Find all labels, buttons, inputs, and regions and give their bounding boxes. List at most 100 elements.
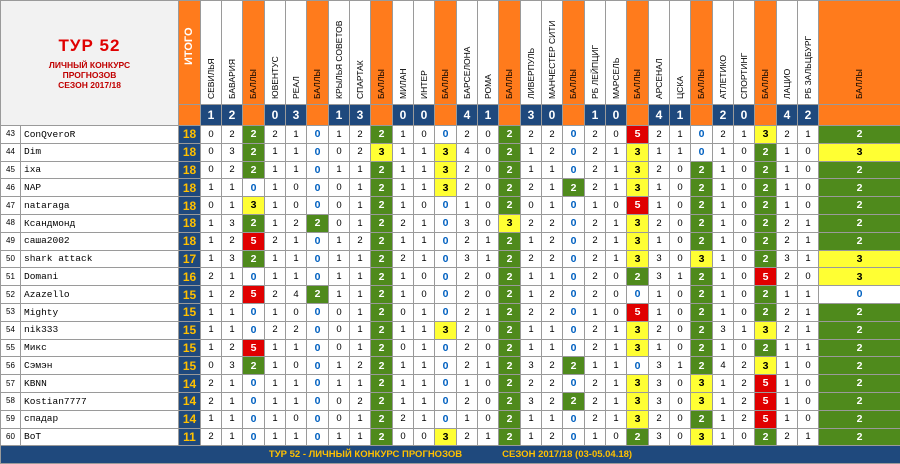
contest-name: ЛИЧНЫЙ КОНКУРС <box>1 60 178 70</box>
match-points: 3 <box>691 250 713 268</box>
predicted-goals: 1 <box>265 428 286 446</box>
predicted-goals: 0 <box>478 268 499 286</box>
predicted-goals: 0 <box>734 179 755 197</box>
predicted-goals: 0 <box>670 286 691 304</box>
predicted-goals: 2 <box>265 286 286 304</box>
predicted-goals: 2 <box>457 161 478 179</box>
points-header: БАЛЛЫ <box>755 1 777 105</box>
total-points: 17 <box>179 250 201 268</box>
predicted-goals: 1 <box>201 410 222 428</box>
team-header-away: РБ ЗАЛЬЦБУРГ <box>798 1 819 105</box>
predicted-goals: 0 <box>393 303 414 321</box>
match-points: 2 <box>691 321 713 339</box>
predicted-goals: 2 <box>734 357 755 375</box>
predicted-goals: 1 <box>350 197 371 215</box>
points-score-cell <box>499 105 521 126</box>
predicted-goals: 2 <box>286 214 307 232</box>
match-score: 2 <box>222 105 243 126</box>
match-points: 0 <box>435 357 457 375</box>
total-points: 18 <box>179 214 201 232</box>
predicted-goals: 1 <box>542 339 563 357</box>
match-points: 0 <box>435 339 457 357</box>
rank-number: 50 <box>1 250 21 268</box>
predicted-goals: 1 <box>606 357 627 375</box>
predicted-goals: 1 <box>606 339 627 357</box>
participant-name: Ксандмонд <box>21 214 179 232</box>
match-points: 0 <box>563 321 585 339</box>
predicted-goals: 1 <box>606 161 627 179</box>
predicted-goals: 2 <box>201 392 222 410</box>
match-points: 0 <box>435 392 457 410</box>
predicted-goals: 1 <box>393 286 414 304</box>
match-points: 5 <box>627 126 649 144</box>
predicted-goals: 2 <box>585 375 606 393</box>
predicted-goals: 1 <box>777 357 798 375</box>
rank-number: 58 <box>1 392 21 410</box>
predicted-goals: 1 <box>286 375 307 393</box>
match-points: 2 <box>755 303 777 321</box>
predicted-goals: 1 <box>329 428 350 446</box>
predicted-goals: 1 <box>606 214 627 232</box>
predicted-goals: 1 <box>414 321 435 339</box>
predicted-goals: 1 <box>457 410 478 428</box>
rank-number: 54 <box>1 321 21 339</box>
predicted-goals: 1 <box>329 286 350 304</box>
predicted-goals: 0 <box>670 428 691 446</box>
season-label: СЕЗОН 2017/18 <box>1 80 178 90</box>
match-points: 5 <box>755 268 777 286</box>
points-score-cell <box>371 105 393 126</box>
predicted-goals: 1 <box>521 143 542 161</box>
predicted-goals: 1 <box>521 410 542 428</box>
predicted-goals: 1 <box>329 268 350 286</box>
points-score-cell <box>691 105 713 126</box>
match-points: 2 <box>755 143 777 161</box>
predicted-goals: 2 <box>457 321 478 339</box>
predicted-goals: 1 <box>478 232 499 250</box>
rank-number: 60 <box>1 428 21 446</box>
predicted-goals: 2 <box>585 179 606 197</box>
match-points: 2 <box>819 321 900 339</box>
match-points: 3 <box>627 250 649 268</box>
predicted-goals: 1 <box>265 339 286 357</box>
predicted-goals: 3 <box>521 357 542 375</box>
match-points: 0 <box>435 126 457 144</box>
predicted-goals: 1 <box>222 179 243 197</box>
match-points: 2 <box>627 268 649 286</box>
match-points: 0 <box>307 303 329 321</box>
points-score-cell <box>307 105 329 126</box>
predicted-goals: 0 <box>798 161 819 179</box>
predicted-goals: 1 <box>265 250 286 268</box>
match-points: 0 <box>563 286 585 304</box>
match-points: 0 <box>307 250 329 268</box>
total-points: 15 <box>179 321 201 339</box>
team-header-home: КРЫЛЬЯ СОВЕТОВ <box>329 1 350 105</box>
match-points: 2 <box>499 197 521 215</box>
rank-number: 59 <box>1 410 21 428</box>
match-points: 2 <box>755 339 777 357</box>
points-header: БАЛЛЫ <box>819 1 900 105</box>
predicted-goals: 2 <box>350 392 371 410</box>
predicted-goals: 2 <box>777 126 798 144</box>
predicted-goals: 2 <box>393 410 414 428</box>
footer-season: СЕЗОН 2017/18 (03-05.04.18) <box>502 449 632 460</box>
predicted-goals: 0 <box>329 410 350 428</box>
predicted-goals: 0 <box>798 197 819 215</box>
total-points: 15 <box>179 339 201 357</box>
rank-number: 51 <box>1 268 21 286</box>
match-points: 3 <box>627 375 649 393</box>
predicted-goals: 1 <box>777 286 798 304</box>
predicted-goals: 0 <box>286 303 307 321</box>
match-points: 2 <box>691 161 713 179</box>
predicted-goals: 2 <box>521 179 542 197</box>
participant-name: Domani <box>21 268 179 286</box>
predicted-goals: 2 <box>649 321 670 339</box>
points-header: БАЛЛЫ <box>499 1 521 105</box>
predicted-goals: 1 <box>222 392 243 410</box>
predicted-goals: 1 <box>713 428 734 446</box>
predicted-goals: 0 <box>478 214 499 232</box>
rank-number: 57 <box>1 375 21 393</box>
match-points: 3 <box>435 161 457 179</box>
